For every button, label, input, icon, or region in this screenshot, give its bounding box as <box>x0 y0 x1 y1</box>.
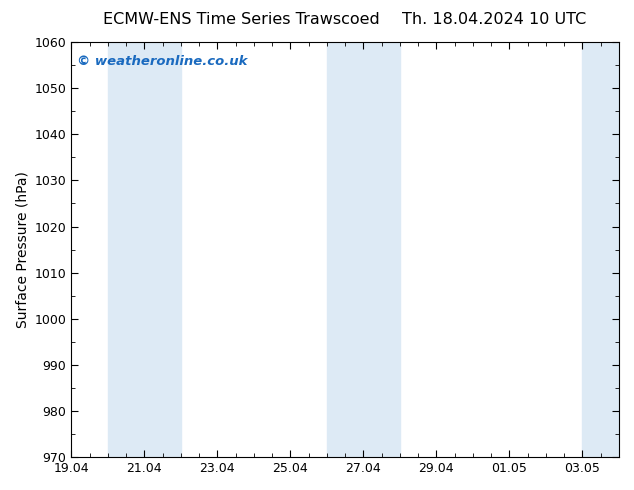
Bar <box>327 42 400 457</box>
Text: Th. 18.04.2024 10 UTC: Th. 18.04.2024 10 UTC <box>403 12 586 27</box>
Y-axis label: Surface Pressure (hPa): Surface Pressure (hPa) <box>15 171 29 328</box>
Bar <box>108 42 181 457</box>
Bar <box>583 42 634 457</box>
Text: ECMW-ENS Time Series Trawscoed: ECMW-ENS Time Series Trawscoed <box>103 12 379 27</box>
Text: © weatheronline.co.uk: © weatheronline.co.uk <box>77 54 247 68</box>
